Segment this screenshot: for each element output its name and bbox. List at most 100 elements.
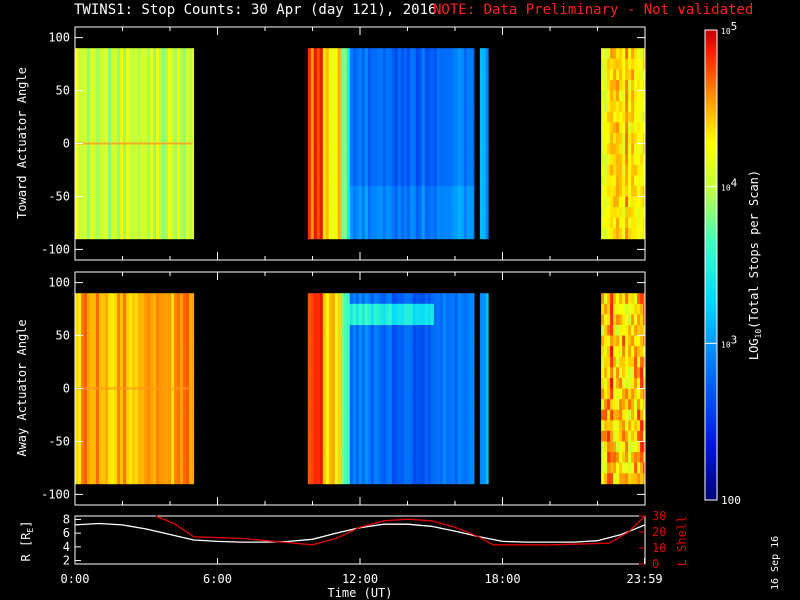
heatmap-cell xyxy=(84,58,88,70)
heatmap-cell xyxy=(415,122,420,134)
heatmap-cell xyxy=(183,132,187,144)
heatmap-cell xyxy=(601,314,605,326)
chart-title: TWINS1: Stop Counts: 30 Apr (day 121), 2… xyxy=(74,2,437,18)
heatmap-cell xyxy=(442,303,447,315)
heatmap-cell xyxy=(144,185,148,197)
heatmap-cell xyxy=(144,175,148,187)
heatmap-cell xyxy=(159,462,163,474)
heatmap-cell xyxy=(400,452,405,463)
heatmap-cell xyxy=(162,303,166,315)
heatmap-cell xyxy=(451,175,456,187)
heatmap-cell xyxy=(466,399,471,411)
heatmap-cell xyxy=(102,473,106,485)
heatmap-cell xyxy=(81,420,85,432)
heatmap-cell xyxy=(168,441,172,453)
heatmap-cell xyxy=(150,325,154,336)
heatmap-cell xyxy=(370,58,375,70)
heatmap-cell xyxy=(343,69,348,81)
heatmap-cell xyxy=(141,111,145,123)
heatmap-cell xyxy=(637,293,641,305)
heatmap-cell xyxy=(328,80,333,91)
heatmap-cell xyxy=(415,409,420,421)
heatmap-cell xyxy=(403,441,408,453)
heatmap-cell xyxy=(177,58,181,70)
heatmap-cell xyxy=(433,48,438,60)
heatmap-cell xyxy=(183,388,187,400)
heatmap-cell xyxy=(604,217,608,229)
heatmap-cell xyxy=(87,388,91,400)
heatmap-cell xyxy=(126,154,130,166)
heatmap-cell xyxy=(406,473,411,485)
heatmap-cell xyxy=(334,122,339,134)
heatmap-cell xyxy=(379,143,384,155)
heatmap-cell xyxy=(616,462,620,474)
heatmap-cell xyxy=(421,175,426,187)
heatmap-cell xyxy=(174,303,178,315)
heatmap-cell xyxy=(442,185,447,197)
heatmap-cell xyxy=(479,346,484,358)
heatmap-cell xyxy=(482,207,487,218)
heatmap-cell xyxy=(469,420,474,432)
heatmap-cell xyxy=(159,69,163,81)
heatmap-cell xyxy=(171,420,175,432)
heatmap-cell xyxy=(397,441,402,453)
heatmap-cell xyxy=(460,207,465,218)
heatmap-cell xyxy=(466,185,471,197)
heatmap-cell xyxy=(78,388,82,400)
heatmap-cell xyxy=(376,293,381,305)
heatmap-cell xyxy=(90,132,94,144)
heatmap-cell xyxy=(469,217,474,229)
heatmap-cell xyxy=(174,122,178,134)
heatmap-cell xyxy=(406,325,411,336)
heatmap-cell xyxy=(316,80,321,91)
heatmap-cell xyxy=(415,452,420,463)
heatmap-cell xyxy=(430,175,435,187)
y-tick-label: 8 xyxy=(63,512,70,526)
heatmap-cell xyxy=(397,356,402,368)
heatmap-cell xyxy=(433,101,438,113)
heatmap-cell xyxy=(328,473,333,485)
heatmap-cell xyxy=(192,409,195,421)
heatmap-cell xyxy=(147,462,151,474)
heatmap-cell xyxy=(364,175,369,187)
heatmap-cell xyxy=(634,303,638,315)
heatmap-cell xyxy=(352,399,357,411)
heatmap-cell xyxy=(174,356,178,368)
heatmap-cell xyxy=(634,441,638,453)
heatmap-cell xyxy=(156,175,160,187)
heatmap-cell xyxy=(379,399,384,411)
heatmap-cell xyxy=(427,90,432,102)
heatmap-cell xyxy=(385,430,390,442)
heatmap-cell xyxy=(114,69,118,81)
heatmap-cell xyxy=(373,367,378,379)
heatmap-cell xyxy=(479,132,484,144)
heatmap-cell xyxy=(313,132,318,144)
heatmap-cell xyxy=(96,69,100,81)
heatmap-cell xyxy=(451,430,456,442)
heatmap-cell xyxy=(93,196,97,208)
heatmap-cell xyxy=(388,430,393,442)
heatmap-cell xyxy=(186,122,190,134)
heatmap-cell xyxy=(150,175,154,187)
heatmap-cell xyxy=(165,196,169,208)
heatmap-cell xyxy=(397,122,402,134)
heatmap-cell xyxy=(337,207,342,218)
heatmap-cell xyxy=(436,420,441,432)
heatmap-cell xyxy=(153,185,157,197)
heatmap-cell xyxy=(406,132,411,144)
heatmap-cell xyxy=(364,228,369,240)
heatmap-cell xyxy=(485,217,489,229)
heatmap-cell xyxy=(454,335,459,347)
heatmap-cell xyxy=(183,196,187,208)
heatmap-cell xyxy=(186,111,190,123)
heatmap-cell xyxy=(328,452,333,463)
heatmap-cell xyxy=(376,111,381,123)
heatmap-cell xyxy=(129,122,133,134)
heatmap-cell xyxy=(337,132,342,144)
heatmap-cell xyxy=(482,196,487,208)
heatmap-cell xyxy=(466,303,471,315)
heatmap-cell xyxy=(622,101,626,113)
heatmap-cell xyxy=(376,196,381,208)
heatmap-cell xyxy=(141,346,145,358)
heatmap-cell xyxy=(367,101,372,113)
